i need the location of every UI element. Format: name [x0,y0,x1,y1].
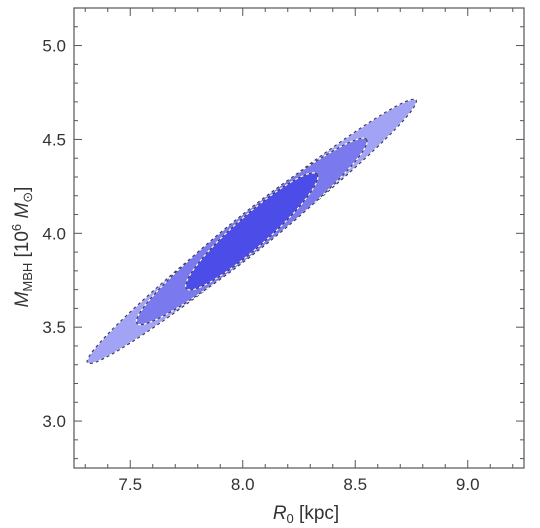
x-axis-label-symbol: R [273,503,287,524]
x-axis-ticks: 7.5 8.0 8.5 9.0 [84,8,514,494]
y-axis-label: MMBH [106 M⊙] [9,187,35,308]
contour-regions [86,98,417,365]
x-axis-label: R0 [kpc] [273,503,339,526]
x-tick-label: 8.0 [231,475,255,494]
y-tick-label: 3.5 [42,318,66,337]
y-axis-label-unit-symbol: M [12,203,33,224]
y-axis-label-unit-sub: ⊙ [20,192,35,203]
y-axis-label-unit-prefix: [10 [12,231,33,263]
y-tick-label: 5.0 [42,37,66,56]
y-axis-ticks: 3.0 3.5 4.0 4.5 5.0 [42,7,524,460]
y-axis-label-symbol: M [12,291,33,307]
y-tick-label: 4.5 [42,130,66,149]
y-tick-label: 4.0 [42,224,66,243]
x-tick-label: 9.0 [456,475,480,494]
x-tick-label: 8.5 [343,475,367,494]
x-axis-label-subscript: 0 [287,511,294,526]
contour-1-sigma [185,172,319,291]
y-axis-label-unit-exp: 6 [9,224,24,231]
contour-fill-1-sigma [185,172,318,290]
plot-frame [73,7,525,469]
contour-line-1-sigma [185,172,319,291]
x-tick-label: 7.5 [118,475,142,494]
y-tick-label: 3.0 [42,412,66,431]
x-axis-label-unit: [kpc] [294,503,339,524]
y-axis-label-unit-suffix: ] [12,187,33,192]
contour-line-2-sigma [135,137,368,326]
y-axis-label-subscript: MBH [20,263,35,292]
